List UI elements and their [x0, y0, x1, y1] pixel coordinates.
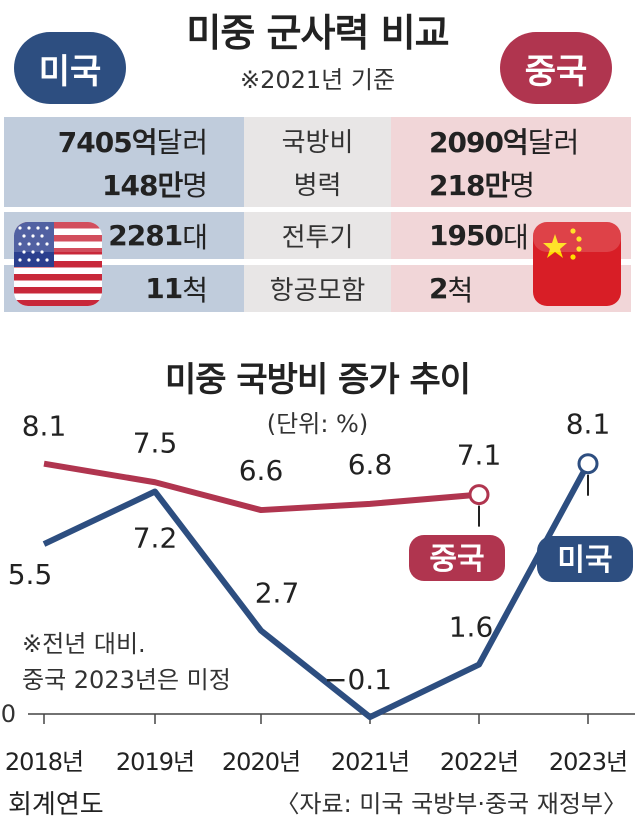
- basis-note: ※2021년 기준: [239, 66, 396, 94]
- us-value-cell: 148만 명: [4, 160, 244, 207]
- cn-value: 218만: [429, 168, 510, 202]
- data-label: −0.1: [324, 663, 392, 696]
- cn-value: 2: [429, 272, 449, 305]
- comparison-row: 7405억 달러 국방비 2090억 달러: [4, 117, 631, 164]
- data-label: 6.6: [239, 454, 284, 487]
- data-label: 2.7: [255, 577, 300, 610]
- data-label: 1.6: [449, 611, 494, 644]
- cn-value-cell: 218만 명: [391, 160, 631, 207]
- cn-value: 1950: [429, 219, 504, 252]
- us-legend-box: [537, 536, 633, 582]
- infographic-title: 미중 군사력 비교: [186, 11, 449, 55]
- metric-label: 병력: [244, 160, 391, 207]
- series-end-marker: [468, 484, 490, 506]
- china-label-pill: 중국: [500, 32, 612, 104]
- cn-value: 2090억: [429, 125, 529, 159]
- cn-unit: 척: [447, 273, 474, 307]
- unit-label: (단위: %): [266, 410, 369, 438]
- metric-label: 항공모함: [244, 265, 391, 312]
- series-end-marker: [577, 453, 599, 475]
- us-label-pill: 미국: [14, 32, 126, 104]
- chart-note-2: 중국 2023년은 미정: [22, 666, 231, 694]
- y-zero-label: 0: [1, 700, 16, 728]
- cn-unit: 달러: [527, 125, 580, 159]
- us-value: 148만: [102, 168, 183, 202]
- data-label: 5.5: [8, 558, 53, 591]
- cn-unit: 명: [509, 168, 535, 202]
- china-flag-icon: [533, 222, 621, 306]
- comparison-row: 148만 명 병력 218만 명: [4, 160, 631, 207]
- x-tick-label: 2023년: [549, 748, 627, 776]
- x-tick-label: 2018년: [5, 748, 83, 776]
- us-value-cell: 7405억 달러: [4, 117, 244, 164]
- data-label: 8.1: [566, 408, 611, 441]
- cn-value-cell: 2090억 달러: [391, 117, 631, 164]
- us-value: 2281: [108, 219, 183, 252]
- us-unit: 달러: [156, 125, 208, 159]
- series-legend-label: 미국: [557, 543, 612, 578]
- us-series-line: [42, 462, 591, 721]
- china-series-line: [43, 460, 480, 514]
- x-tick-label: 2020년: [222, 748, 300, 776]
- data-label: 8.1: [22, 410, 67, 443]
- us-unit: 척: [182, 273, 208, 307]
- x-axis-label: 회계연도: [8, 790, 104, 820]
- x-tick-label: 2022년: [440, 748, 518, 776]
- chart-note-1: ※전년 대비.: [22, 630, 146, 658]
- data-label: 7.5: [133, 426, 178, 459]
- us-value: 7405억: [57, 125, 158, 159]
- series-legend-label: 중국: [429, 542, 484, 577]
- us-value: 11: [145, 272, 183, 305]
- source-note: 〈자료: 미국 국방부·중국 재정부〉: [275, 790, 627, 818]
- metric-label: 전투기: [244, 212, 391, 259]
- x-tick-label: 2019년: [116, 748, 194, 776]
- metric-label: 국방비: [244, 117, 391, 164]
- us-flag-icon: [14, 222, 102, 306]
- cn-unit: 대: [502, 220, 529, 254]
- data-label: 7.1: [457, 439, 502, 472]
- china-legend-box: [409, 535, 505, 581]
- data-label: 6.8: [348, 448, 393, 481]
- x-tick-label: 2021년: [331, 748, 409, 776]
- data-label: 7.2: [133, 522, 178, 555]
- us-unit: 명: [182, 168, 208, 202]
- us-unit: 대: [182, 220, 208, 254]
- chart-title: 미중 국방비 증가 추이: [164, 360, 471, 400]
